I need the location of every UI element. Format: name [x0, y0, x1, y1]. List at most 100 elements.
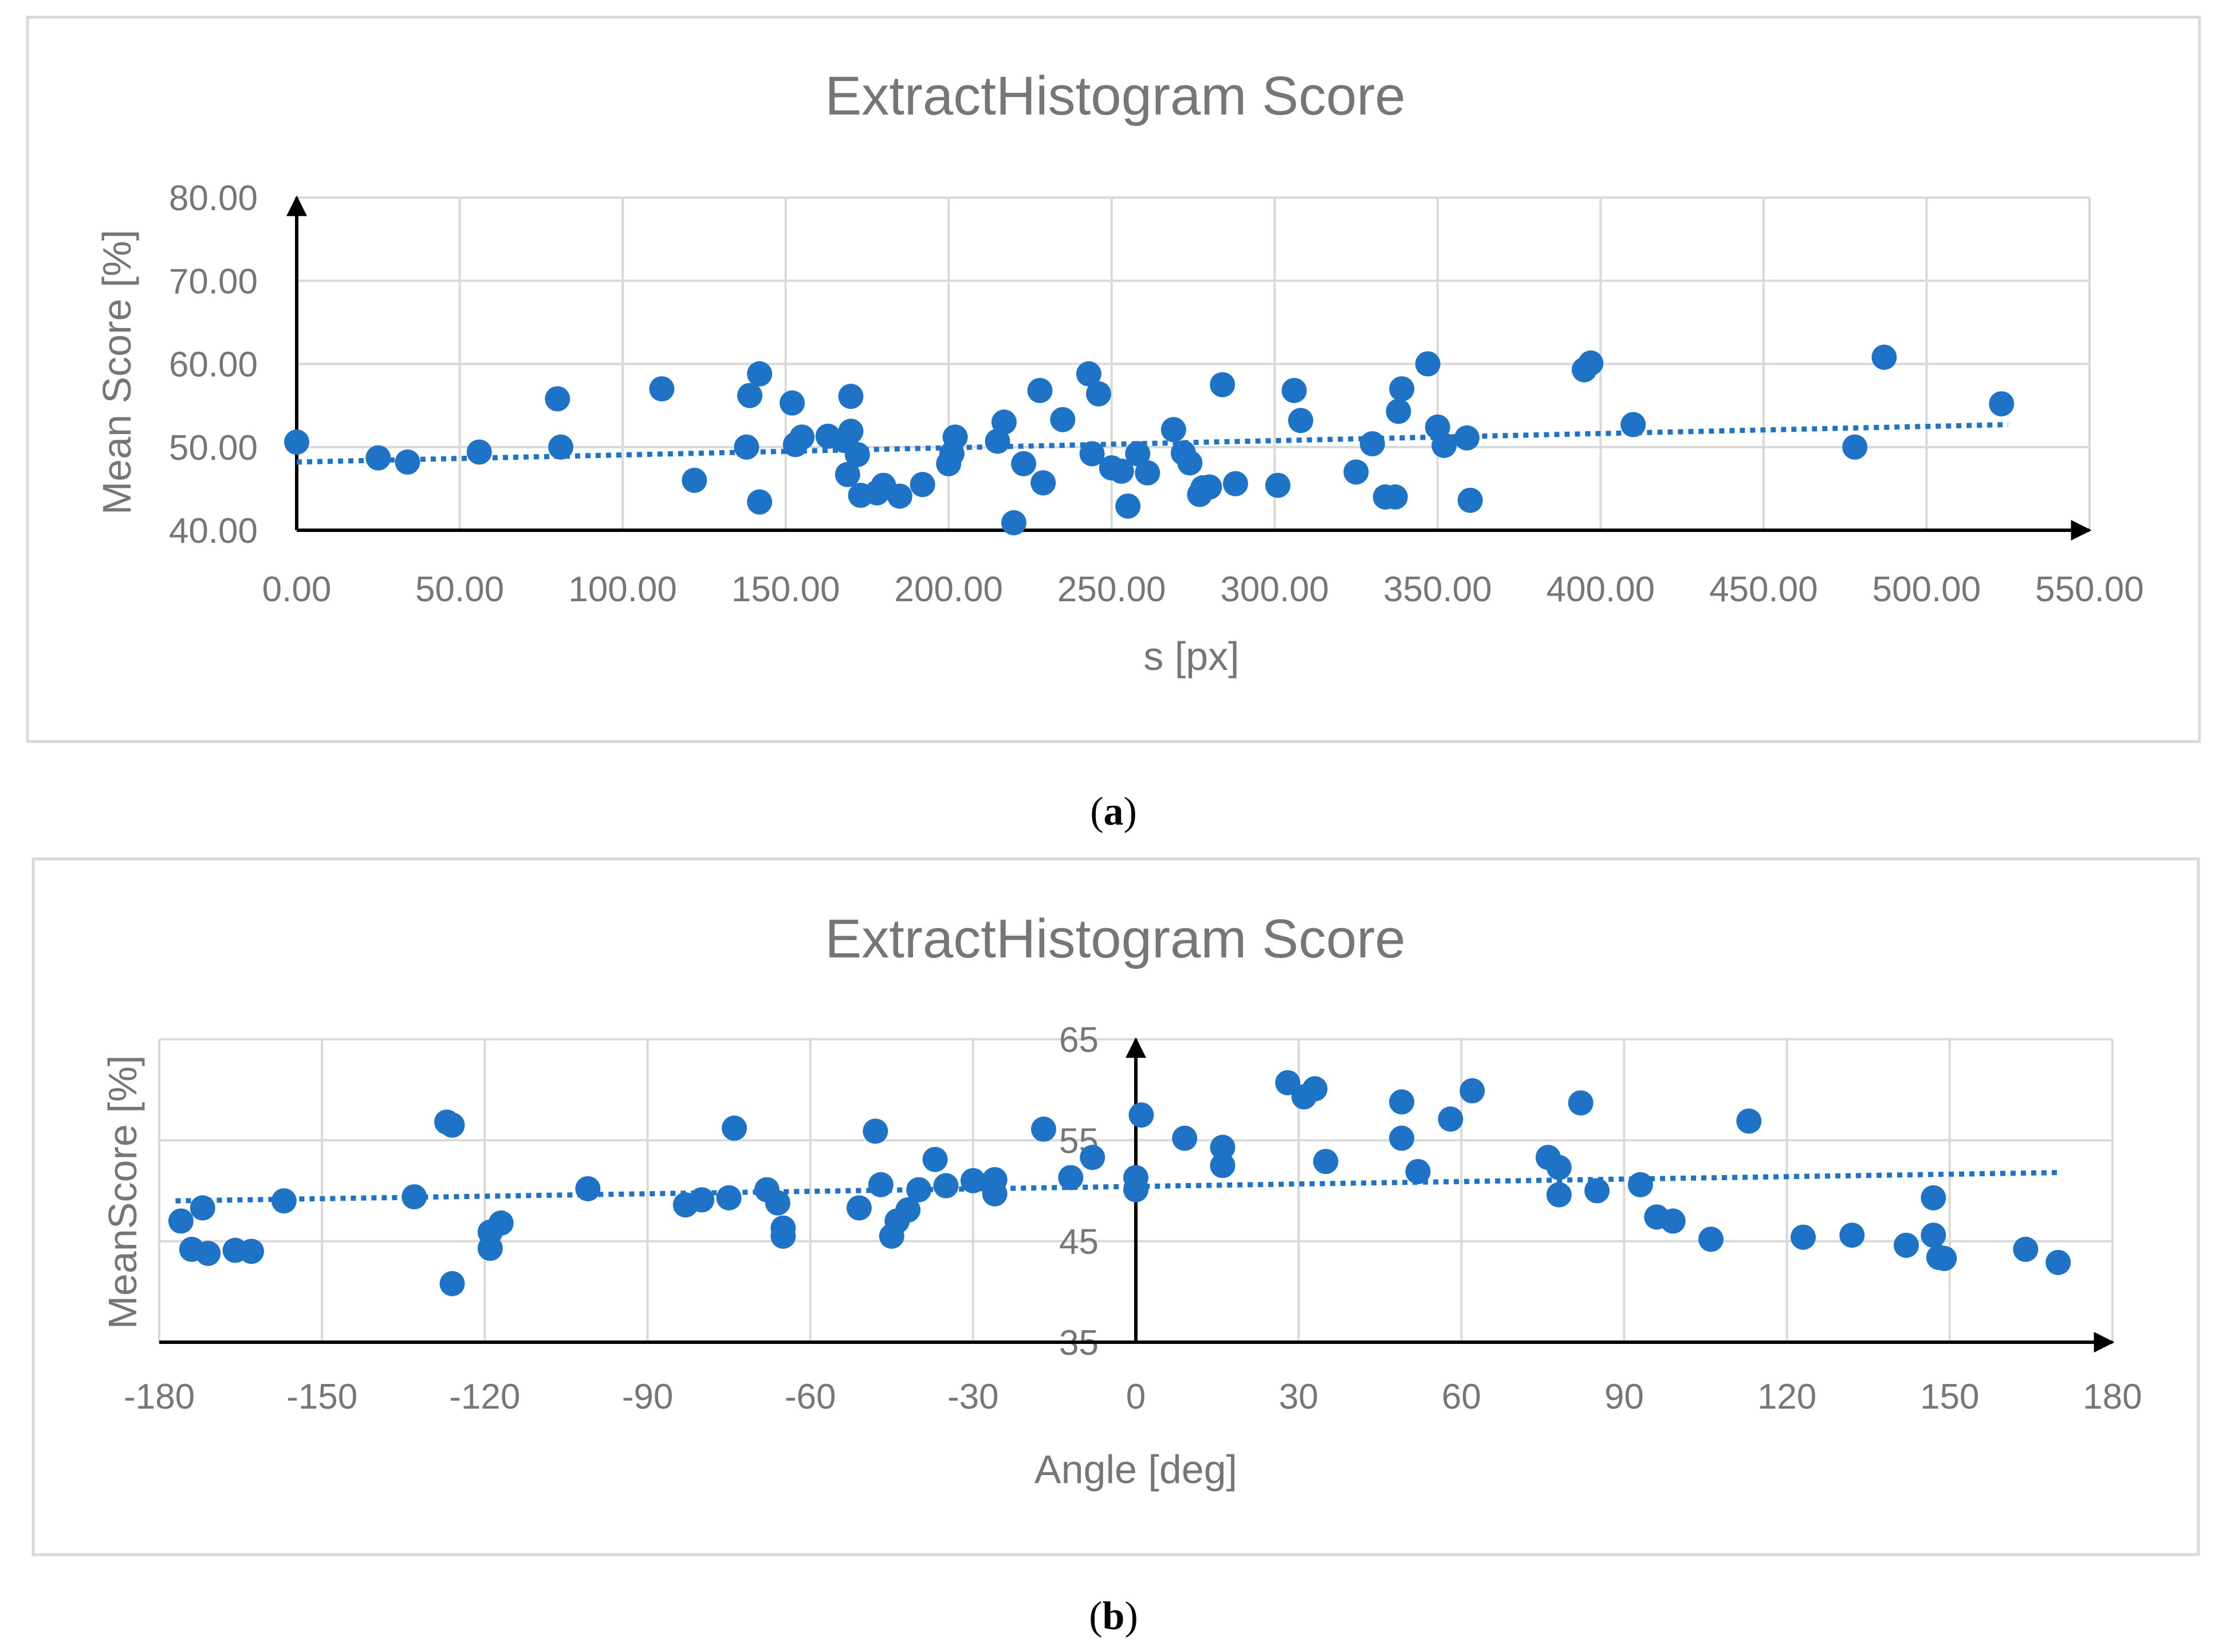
chart-a-data-point — [942, 424, 968, 450]
chart-a-trendline — [296, 422, 2008, 465]
chart-b-caption: (b) — [1089, 1594, 1138, 1638]
chart-a-x-tick-label: 150.00 — [731, 570, 840, 609]
chart-b-title: ExtractHistogram Score — [825, 908, 1406, 969]
chart-a-data-point — [1989, 391, 2014, 417]
chart-b-x-tick-label: 180 — [2083, 1377, 2142, 1417]
chart-a-x-tick-label: 350.00 — [1383, 570, 1492, 609]
chart-a-data-point — [395, 449, 420, 475]
chart-a-x-tick-label: 50.00 — [415, 570, 504, 609]
chart-a-data-point — [1160, 417, 1186, 443]
chart-b-data-point — [1128, 1102, 1154, 1128]
chart-a-data-point — [1011, 451, 1037, 476]
chart-b-y-tick-label: 65 — [1059, 1020, 1099, 1060]
chart-b-x-tick-label: -60 — [785, 1377, 836, 1417]
chart-a-points — [284, 344, 2014, 535]
chart-a-data-point — [1457, 487, 1483, 513]
chart-a-data-point — [1386, 399, 1411, 424]
chart-b-caption-letter: b — [1103, 1594, 1125, 1638]
chart-a-data-point — [789, 424, 815, 450]
chart-b-data-point — [1584, 1178, 1610, 1204]
chart-a-data-point — [649, 376, 675, 402]
chart-b-data-point — [1210, 1153, 1236, 1178]
chart-a-data-point — [466, 439, 492, 465]
chart-panel-a: ExtractHistogram Score 40.00 50.00 60.00 70… — [26, 15, 2201, 743]
chart-b-x-tick-label: -90 — [622, 1377, 674, 1417]
chart-b-data-point — [1302, 1076, 1328, 1102]
chart-b-data-point — [960, 1168, 986, 1193]
chart-b-x-tick-label: 90 — [1604, 1377, 1644, 1417]
chart-b-data-point — [1313, 1149, 1339, 1174]
chart-b-data-point — [1030, 1116, 1056, 1142]
chart-b-data-point — [271, 1188, 297, 1214]
chart-b-data-point — [1080, 1145, 1105, 1170]
chart-a-caption: (a) — [1090, 790, 1137, 834]
chart-a-data-point — [1085, 381, 1111, 407]
chart-a-y-axis-label: Mean Score [%] — [95, 230, 139, 515]
chart-b-data-point — [1172, 1125, 1198, 1151]
chart-a-data-point — [1135, 460, 1160, 486]
chart-a-data-point — [910, 472, 935, 498]
chart-a-data-point — [747, 361, 773, 387]
chart-a-data-point — [838, 419, 864, 444]
chart-a-data-point — [1265, 472, 1290, 498]
chart-b-data-point — [575, 1176, 601, 1201]
chart-b-x-tick-label: 30 — [1279, 1377, 1319, 1417]
chart-a-y-tick-label: 80.00 — [169, 179, 258, 218]
chart-a-data-point — [737, 383, 763, 408]
chart-a-data-point — [838, 384, 864, 409]
chart-b-y-tick-label: 45 — [1059, 1223, 1099, 1262]
chart-a-data-point — [1288, 408, 1313, 433]
chart-a-data-point — [1360, 431, 1385, 456]
chart-b-x-tick-label: 150 — [1920, 1377, 1979, 1417]
chart-a-x-tick-label: 300.00 — [1220, 570, 1329, 609]
chart-a-y-tick-labels: 40.00 50.00 60.00 70.00 80.00 — [169, 179, 258, 551]
chart-a-data-point — [1454, 425, 1480, 451]
chart-a-data-point — [1001, 510, 1026, 535]
chart-b-data-point — [1660, 1208, 1686, 1234]
chart-b-data-point — [716, 1185, 742, 1211]
chart-b-data-point — [689, 1187, 715, 1213]
chart-b-data-point — [922, 1146, 948, 1172]
chart-a-frame — [26, 15, 2201, 743]
chart-b-data-point — [2013, 1236, 2039, 1262]
chart-b-data-point — [863, 1118, 888, 1144]
chart-a-data-point — [1382, 484, 1408, 510]
chart-b-data-point — [195, 1240, 221, 1266]
chart-b-x-tick-label: 0 — [1126, 1377, 1146, 1417]
chart-a-data-point — [1415, 351, 1441, 377]
chart-b-data-point — [1546, 1182, 1572, 1208]
chart-b-data-point — [933, 1173, 959, 1198]
chart-a-data-point — [1030, 470, 1056, 496]
chart-b-data-point — [190, 1195, 215, 1221]
chart-b-data-point — [895, 1197, 921, 1223]
chart-a-data-point — [1115, 493, 1141, 519]
chart-b-data-point — [402, 1184, 427, 1210]
chart-a-data-point — [545, 386, 570, 412]
chart-a-data-point — [1578, 350, 1604, 376]
chart-b-data-point — [982, 1167, 1008, 1193]
chart-a-data-point — [548, 434, 573, 460]
chart-a-data-point — [1177, 450, 1203, 476]
chart-a-data-point — [1842, 434, 1868, 460]
chart-b-data-point — [1736, 1108, 1762, 1134]
chart-b-x-tick-labels: -180 -150 -120 -90 -60 -30 0 30 60 90 120 150 180 — [124, 1377, 2142, 1417]
chart-b-x-tick-label: -180 — [124, 1377, 195, 1417]
chart-b-data-point — [722, 1115, 747, 1141]
chart-b-frame — [32, 857, 2200, 1556]
chart-b-x-tick-label: 60 — [1442, 1377, 1481, 1417]
chart-b-data-point — [765, 1190, 790, 1216]
chart-a-data-point — [734, 434, 760, 460]
chart-a-title: ExtractHistogram Score — [825, 65, 1406, 127]
chart-b-data-point — [477, 1236, 503, 1261]
chart-a-data-point — [1431, 432, 1457, 458]
chart-a-x-tick-labels: 0.00 50.00 100.00 150.00 200.00 250.00 300.00 3… — [262, 570, 2144, 609]
chart-a-x-tick-label: 250.00 — [1057, 570, 1166, 609]
chart-a-x-tick-label: 500.00 — [1872, 570, 1981, 609]
chart-b-data-point — [868, 1172, 894, 1197]
chart-b-data-point — [1791, 1224, 1816, 1250]
chart-a-x-tick-label: 100.00 — [568, 570, 677, 609]
chart-a-x-tick-label: 200.00 — [894, 570, 1003, 609]
chart-b-data-point — [168, 1208, 194, 1234]
